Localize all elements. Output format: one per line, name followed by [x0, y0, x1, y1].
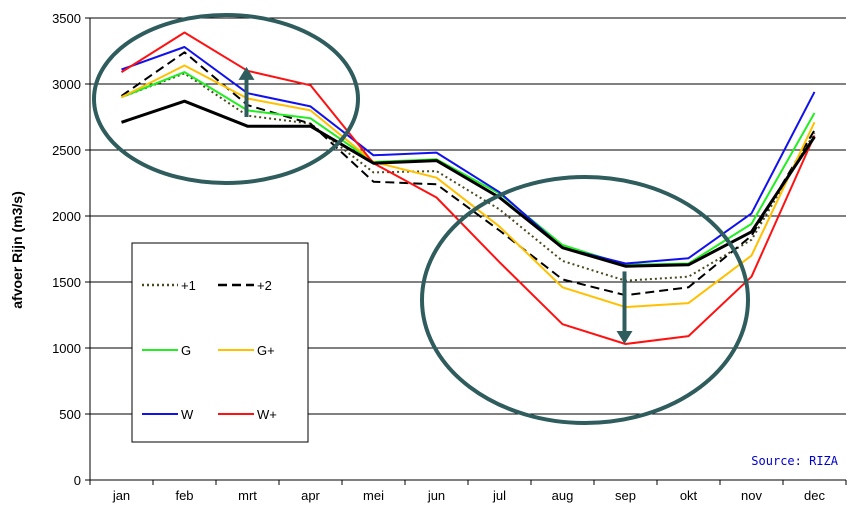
- arrow-up-icon-head: [238, 66, 255, 80]
- x-tick-labels: jan feb mrt apr mei jun jul aug sep okt nov dec: [112, 488, 826, 503]
- x-tick-label: jul: [492, 488, 506, 503]
- legend-label: +1: [181, 278, 196, 293]
- legend: +1 +2 G G+ W W+: [131, 242, 309, 443]
- y-tick-label: 2500: [52, 143, 81, 158]
- x-tick-label: dec: [804, 488, 825, 503]
- x-tick-label: apr: [301, 488, 320, 503]
- highlight-ellipse-summer: [420, 175, 750, 425]
- legend-label: W+: [257, 407, 277, 422]
- y-tick-label: 1000: [52, 341, 81, 356]
- y-tick-label: 1500: [52, 275, 81, 290]
- y-tick-label: 2000: [52, 209, 81, 224]
- y-tick-label: 3000: [52, 77, 81, 92]
- annotations: [92, 13, 750, 425]
- arrow-down-icon-head: [616, 331, 633, 345]
- series-line-G: [121, 71, 816, 266]
- legend-label: G+: [257, 343, 275, 358]
- legend-label: G: [181, 343, 191, 358]
- x-tick-label: jan: [112, 488, 130, 503]
- x-tick-label: mrt: [238, 488, 257, 503]
- y-tick-label: 3500: [52, 11, 81, 26]
- source-note: Source: RIZA: [751, 454, 838, 468]
- x-tick-label: feb: [175, 488, 193, 503]
- series-lines: [120, 31, 816, 345]
- y-tick-labels: 0 500 1000 1500 2000 2500 3000 3500: [52, 11, 81, 488]
- highlight-ellipse-winter: [92, 13, 360, 185]
- series-line--plus1: [121, 72, 816, 282]
- series-line-reference: [121, 99, 816, 268]
- series-line-G-plus: [121, 64, 816, 309]
- series-line-W-plus: [120, 31, 816, 345]
- series-line--plus2: [120, 51, 816, 297]
- y-axis-label: afvoer Rijn (m3/s): [9, 191, 25, 308]
- x-tick-label: sep: [615, 488, 636, 503]
- series-line-W: [121, 46, 816, 265]
- x-tick-label: nov: [741, 488, 762, 503]
- x-tick-label: okt: [680, 488, 698, 503]
- axes: [85, 17, 847, 485]
- legend-box: [131, 242, 309, 443]
- y-tick-label: 500: [59, 407, 81, 422]
- x-tick-label: jun: [427, 488, 445, 503]
- y-tick-label: 0: [74, 473, 81, 488]
- legend-label: +2: [257, 278, 272, 293]
- legend-label: W: [181, 407, 194, 422]
- x-tick-label: mei: [363, 488, 384, 503]
- x-tick-label: aug: [552, 488, 574, 503]
